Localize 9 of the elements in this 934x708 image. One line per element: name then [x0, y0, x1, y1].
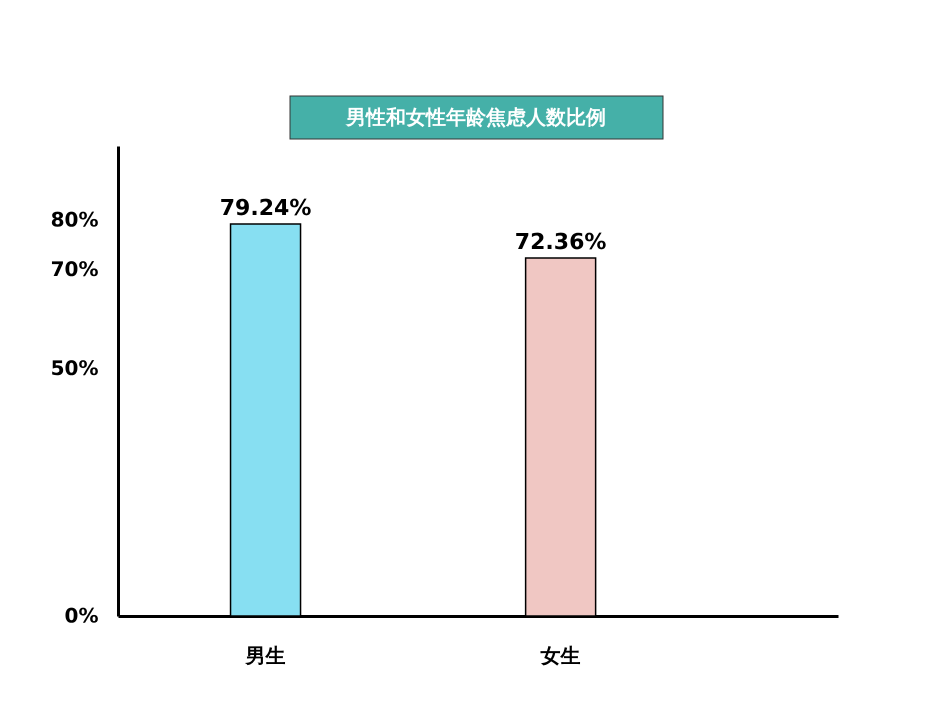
- y-tick-label: 50%: [50, 356, 98, 380]
- x-tick-label: 女生: [540, 644, 581, 668]
- y-tick-label: 70%: [50, 257, 98, 282]
- y-tick-label: 80%: [50, 208, 98, 232]
- x-tick-label: 男生: [244, 644, 286, 668]
- data-label: 72.36%: [514, 230, 606, 256]
- chart-title: 男性和女性年龄焦虑人数比例: [345, 105, 606, 129]
- y-tick-label: 0%: [64, 604, 98, 628]
- data-label: 79.24%: [220, 196, 312, 221]
